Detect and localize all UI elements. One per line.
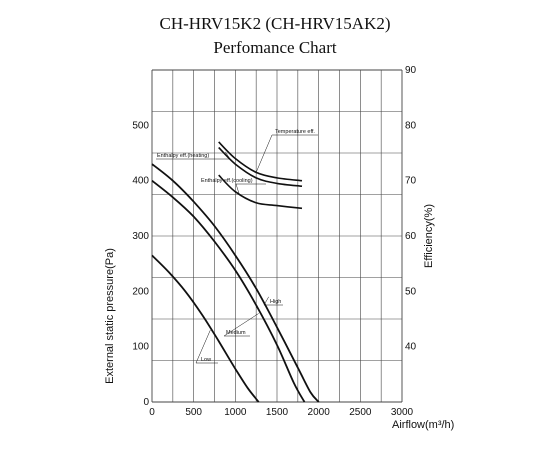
leader-low: [195, 329, 218, 364]
x-tick-label: 3000: [391, 407, 414, 418]
y-left-tick-label: 400: [132, 176, 149, 187]
y-right-tick-label: 90: [405, 65, 417, 76]
label-enthalpy-heating: Enthalpy eff.(heating): [157, 153, 209, 159]
y-right-tick-label: 50: [405, 286, 417, 297]
y-right-tick-label: 60: [405, 231, 417, 242]
x-tick-label: 1000: [224, 407, 247, 418]
x-tick-label: 1500: [266, 407, 289, 418]
leader-temperature: [255, 134, 318, 173]
y-left-axis-label: External static pressure(Pa): [104, 248, 116, 384]
leader-cooling: [235, 183, 266, 196]
y-left-tick-label: 500: [132, 120, 149, 131]
efficiency-curve-temperature: [218, 141, 303, 182]
x-tick-label: 500: [185, 407, 202, 418]
y-left-tick-label: 300: [132, 231, 149, 242]
label-enthalpy-cooling: Enthalpy eff.(cooling): [201, 178, 253, 184]
leader-heating: [156, 151, 231, 160]
label-low: Low: [201, 357, 211, 363]
x-tick-label: 2500: [349, 407, 372, 418]
label-medium: Medium: [226, 330, 246, 336]
leader-high: [263, 296, 283, 306]
y-left-tick-label: 100: [132, 342, 149, 353]
pressure-curve-high: [151, 163, 320, 403]
pressure-curve-low: [151, 254, 260, 403]
leader-medium: [223, 313, 259, 337]
x-tick-label: 0: [149, 407, 155, 418]
x-tick-label: 2000: [308, 407, 331, 418]
label-temperature-eff: Temperature eff.: [275, 129, 315, 135]
y-right-tick-label: 70: [405, 176, 417, 187]
x-axis-label: Airflow(m³/h): [392, 419, 454, 431]
y-right-tick-label: 40: [405, 342, 417, 353]
y-left-tick-label: 0: [143, 397, 149, 408]
chart-subtitle: Perfomance Chart: [213, 38, 337, 57]
pressure-curve-medium: [151, 179, 306, 403]
y-right-axis-label: Efficiency(%): [423, 204, 435, 268]
y-left-tick-label: 200: [132, 286, 149, 297]
label-high: High: [270, 299, 281, 305]
y-right-tick-label: 80: [405, 120, 417, 131]
chart-title: CH-HRV15K2 (CH-HRV15AK2): [159, 14, 391, 33]
efficiency-curve-cooling: [218, 174, 303, 210]
